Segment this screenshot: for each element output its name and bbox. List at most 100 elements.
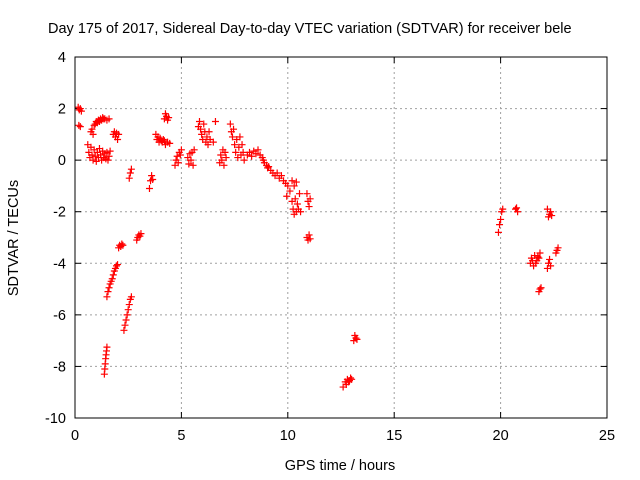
data-point — [494, 228, 502, 236]
data-point — [546, 255, 554, 263]
data-point — [286, 187, 294, 195]
data-point — [105, 284, 113, 292]
data-point — [103, 148, 111, 156]
data-point — [306, 235, 314, 243]
data-point — [238, 141, 246, 149]
x-tick-label: 20 — [493, 428, 509, 444]
data-point — [91, 152, 99, 160]
data-point — [118, 240, 126, 248]
data-point — [236, 133, 244, 141]
data-point — [124, 306, 132, 314]
data-point — [205, 128, 213, 136]
data-point — [195, 117, 203, 125]
data-point — [306, 195, 314, 203]
data-point — [291, 195, 299, 203]
data-point — [122, 316, 130, 324]
data-point — [126, 169, 134, 177]
data-point — [204, 141, 212, 149]
plot-frame — [74, 56, 608, 419]
data-point — [127, 165, 135, 173]
data-point — [123, 311, 131, 319]
data-point — [103, 293, 111, 301]
data-point — [114, 261, 122, 269]
data-point — [283, 192, 291, 200]
data-point — [348, 375, 356, 383]
data-point — [148, 172, 156, 180]
data-point — [547, 208, 555, 216]
data-point — [248, 152, 256, 160]
data-point — [221, 148, 229, 156]
data-point — [104, 156, 112, 164]
y-tick-label: -8 — [53, 359, 66, 375]
data-point — [293, 200, 301, 208]
data-point — [514, 208, 522, 216]
data-point — [239, 148, 247, 156]
data-points — [74, 103, 562, 391]
data-point — [305, 231, 313, 239]
data-point — [109, 271, 117, 279]
data-point — [115, 130, 123, 138]
data-point — [76, 123, 84, 131]
data-point — [497, 215, 505, 223]
data-point — [534, 253, 542, 261]
data-point — [217, 151, 225, 159]
data-point — [189, 161, 197, 169]
data-point — [187, 156, 195, 164]
data-point — [232, 148, 240, 156]
data-point — [103, 343, 111, 351]
data-point — [230, 125, 238, 133]
data-point — [121, 321, 129, 329]
data-point — [231, 141, 239, 149]
data-point — [548, 212, 556, 220]
data-point — [347, 374, 355, 382]
y-tick-label: -2 — [53, 205, 66, 221]
data-point — [226, 120, 234, 128]
data-point — [284, 182, 292, 190]
data-point — [89, 156, 97, 164]
data-point — [197, 125, 205, 133]
data-point — [353, 335, 361, 343]
data-point — [120, 326, 128, 334]
data-point — [265, 163, 273, 171]
data-point — [352, 334, 360, 342]
data-point — [292, 178, 300, 186]
x-tick-label: 25 — [599, 428, 615, 444]
data-point — [160, 137, 168, 145]
data-point — [137, 230, 145, 238]
data-point — [185, 160, 193, 168]
y-axis-label: SDTVAR / TECUs — [6, 180, 22, 296]
data-point — [105, 115, 113, 123]
data-point — [88, 125, 96, 133]
data-point — [165, 114, 173, 122]
data-point — [531, 252, 539, 260]
data-point — [305, 203, 313, 211]
x-axis-label: GPS time / hours — [285, 458, 395, 474]
data-point — [252, 150, 260, 158]
data-point — [513, 204, 521, 212]
data-point — [290, 182, 298, 190]
data-point — [145, 185, 153, 193]
data-point — [176, 151, 184, 159]
data-point — [108, 275, 116, 283]
data-point — [127, 293, 135, 301]
data-point — [89, 130, 97, 138]
x-tick-label: 15 — [386, 428, 402, 444]
data-point — [104, 288, 112, 296]
y-tick-label: -6 — [53, 308, 66, 324]
data-point — [499, 205, 507, 213]
data-point — [547, 262, 555, 270]
data-point — [200, 120, 208, 128]
data-point — [228, 133, 236, 141]
data-point — [297, 208, 305, 216]
data-point — [149, 175, 157, 183]
x-tick-label: 10 — [280, 428, 296, 444]
data-point — [125, 301, 133, 309]
data-point — [112, 262, 120, 270]
data-point — [159, 136, 167, 144]
data-point — [209, 138, 217, 146]
x-tick-label: 0 — [71, 428, 79, 444]
data-point — [211, 117, 219, 125]
data-point — [254, 146, 262, 154]
data-point — [220, 161, 228, 169]
